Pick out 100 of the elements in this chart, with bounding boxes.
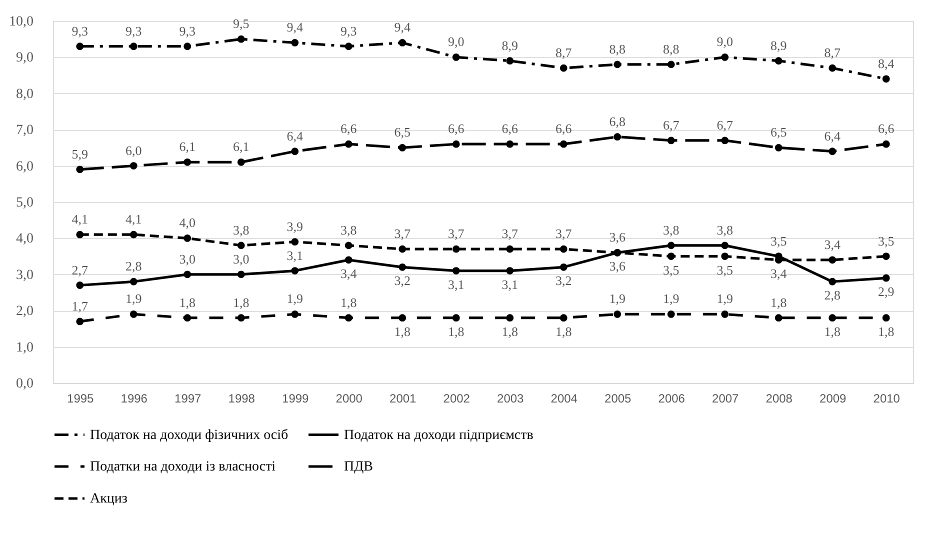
data-label: 3,8 bbox=[663, 222, 680, 238]
data-label: 3,6 bbox=[609, 258, 626, 274]
data-label: 4,1 bbox=[126, 212, 142, 227]
y-tick-label: 4,0 bbox=[16, 232, 34, 247]
x-tick-label: 2006 bbox=[658, 392, 686, 406]
data-label: 2,8 bbox=[126, 258, 142, 274]
data-label: 3,2 bbox=[556, 273, 572, 288]
data-label: 3,1 bbox=[286, 248, 303, 263]
data-label: 6,4 bbox=[824, 128, 841, 144]
data-label: 6,6 bbox=[340, 121, 358, 136]
legend-label: Податок на доходи підприємств bbox=[344, 428, 534, 443]
data-label: 8,8 bbox=[663, 41, 680, 56]
x-tick-label: 2003 bbox=[497, 392, 524, 406]
x-tick-label: 2005 bbox=[604, 392, 632, 406]
x-tick-label: 2007 bbox=[712, 392, 740, 406]
data-label: 1,8 bbox=[448, 324, 464, 339]
data-label: 1,9 bbox=[716, 291, 733, 306]
y-tick-label: 2,0 bbox=[16, 304, 34, 320]
data-label: 3,6 bbox=[609, 230, 626, 245]
x-tick-label: 2008 bbox=[766, 392, 793, 406]
data-label: 4,1 bbox=[72, 212, 88, 227]
data-label: 8,7 bbox=[824, 45, 841, 60]
data-label: 6,8 bbox=[609, 114, 626, 129]
x-tick-label: 1996 bbox=[120, 392, 148, 406]
y-tick-label: 9,0 bbox=[16, 50, 34, 66]
data-label: 3,7 bbox=[556, 226, 572, 242]
data-label: 6,6 bbox=[448, 121, 465, 136]
x-tick-label: 1999 bbox=[282, 392, 310, 406]
data-label: 1,8 bbox=[394, 324, 410, 339]
data-label: 1,8 bbox=[502, 324, 518, 339]
data-label: 3,7 bbox=[394, 226, 411, 242]
data-label: 1,8 bbox=[556, 324, 572, 339]
data-label: 3,5 bbox=[878, 233, 894, 248]
data-label: 4,0 bbox=[179, 215, 196, 230]
data-label: 6,1 bbox=[179, 139, 196, 154]
data-label: 3,4 bbox=[824, 236, 841, 252]
data-label: 6,5 bbox=[394, 124, 410, 140]
data-label: 6,1 bbox=[233, 139, 250, 154]
data-label: 6,0 bbox=[126, 142, 142, 158]
data-label: 6,6 bbox=[502, 121, 518, 136]
data-label: 6,4 bbox=[286, 128, 304, 144]
data-label: 9,3 bbox=[179, 23, 196, 38]
legend-label: ПДВ bbox=[344, 460, 373, 474]
data-label: 9,4 bbox=[394, 20, 411, 35]
y-tick-label: 5,0 bbox=[16, 196, 34, 210]
data-label: 9,3 bbox=[340, 23, 357, 38]
data-label: 8,7 bbox=[556, 45, 572, 60]
data-label: 1,9 bbox=[663, 291, 680, 306]
data-label: 9,3 bbox=[72, 23, 88, 38]
x-tick-label: 1995 bbox=[67, 392, 94, 406]
data-label: 1,8 bbox=[770, 294, 787, 310]
data-label: 3,1 bbox=[502, 276, 518, 292]
legend-label: Акциз bbox=[90, 492, 128, 506]
data-label: 3,8 bbox=[233, 222, 250, 238]
x-tick-label: 2010 bbox=[873, 392, 900, 406]
data-label: 3,8 bbox=[716, 222, 733, 238]
data-label: 6,6 bbox=[556, 121, 572, 136]
data-label: 6,5 bbox=[770, 124, 787, 140]
data-label: 3,5 bbox=[663, 262, 680, 278]
data-label: 2,7 bbox=[72, 262, 88, 278]
data-label: 3,1 bbox=[448, 276, 464, 292]
data-label: 3,8 bbox=[340, 222, 357, 238]
data-label: 1,7 bbox=[72, 298, 88, 314]
data-label: 8,4 bbox=[878, 56, 895, 71]
data-label: 1,8 bbox=[179, 294, 196, 310]
y-tick-label: 6,0 bbox=[16, 159, 34, 174]
x-tick-label: 1998 bbox=[228, 392, 256, 406]
x-tick-label: 2000 bbox=[336, 392, 363, 406]
data-label: 3,5 bbox=[716, 262, 733, 278]
y-tick-label: 1,0 bbox=[16, 340, 34, 356]
data-label: 1,8 bbox=[824, 324, 840, 339]
data-label: 6,7 bbox=[663, 117, 680, 132]
data-label: 9,5 bbox=[233, 16, 250, 32]
data-label: 3,7 bbox=[448, 226, 465, 242]
data-label: 3,0 bbox=[179, 251, 196, 266]
data-label: 5,9 bbox=[72, 146, 88, 162]
data-label: 9,3 bbox=[126, 23, 142, 38]
data-label: 1,9 bbox=[126, 291, 142, 306]
x-tick-label: 2004 bbox=[550, 392, 578, 406]
y-tick-label: 10,0 bbox=[9, 14, 34, 30]
data-label: 1,9 bbox=[609, 291, 626, 306]
data-label: 3,5 bbox=[770, 233, 787, 248]
data-label: 3,4 bbox=[340, 266, 358, 281]
data-label: 3,0 bbox=[233, 251, 250, 266]
data-label: 3,4 bbox=[770, 266, 788, 281]
y-tick-label: 7,0 bbox=[16, 123, 34, 138]
data-label: 3,2 bbox=[394, 273, 410, 288]
data-label: 1,8 bbox=[340, 294, 357, 310]
data-label: 9,0 bbox=[448, 34, 464, 50]
data-label: 8,8 bbox=[609, 41, 626, 56]
data-label: 6,7 bbox=[716, 117, 734, 132]
x-tick-label: 1997 bbox=[174, 392, 202, 406]
x-tick-label: 2001 bbox=[390, 392, 417, 406]
data-label: 8,9 bbox=[770, 38, 787, 53]
data-label: 1,8 bbox=[233, 294, 250, 310]
data-label: 2,8 bbox=[824, 288, 840, 303]
data-label: 3,7 bbox=[502, 226, 518, 242]
data-label: 8,9 bbox=[502, 38, 518, 53]
y-tick-label: 3,0 bbox=[16, 268, 34, 283]
data-label: 3,9 bbox=[286, 218, 303, 234]
